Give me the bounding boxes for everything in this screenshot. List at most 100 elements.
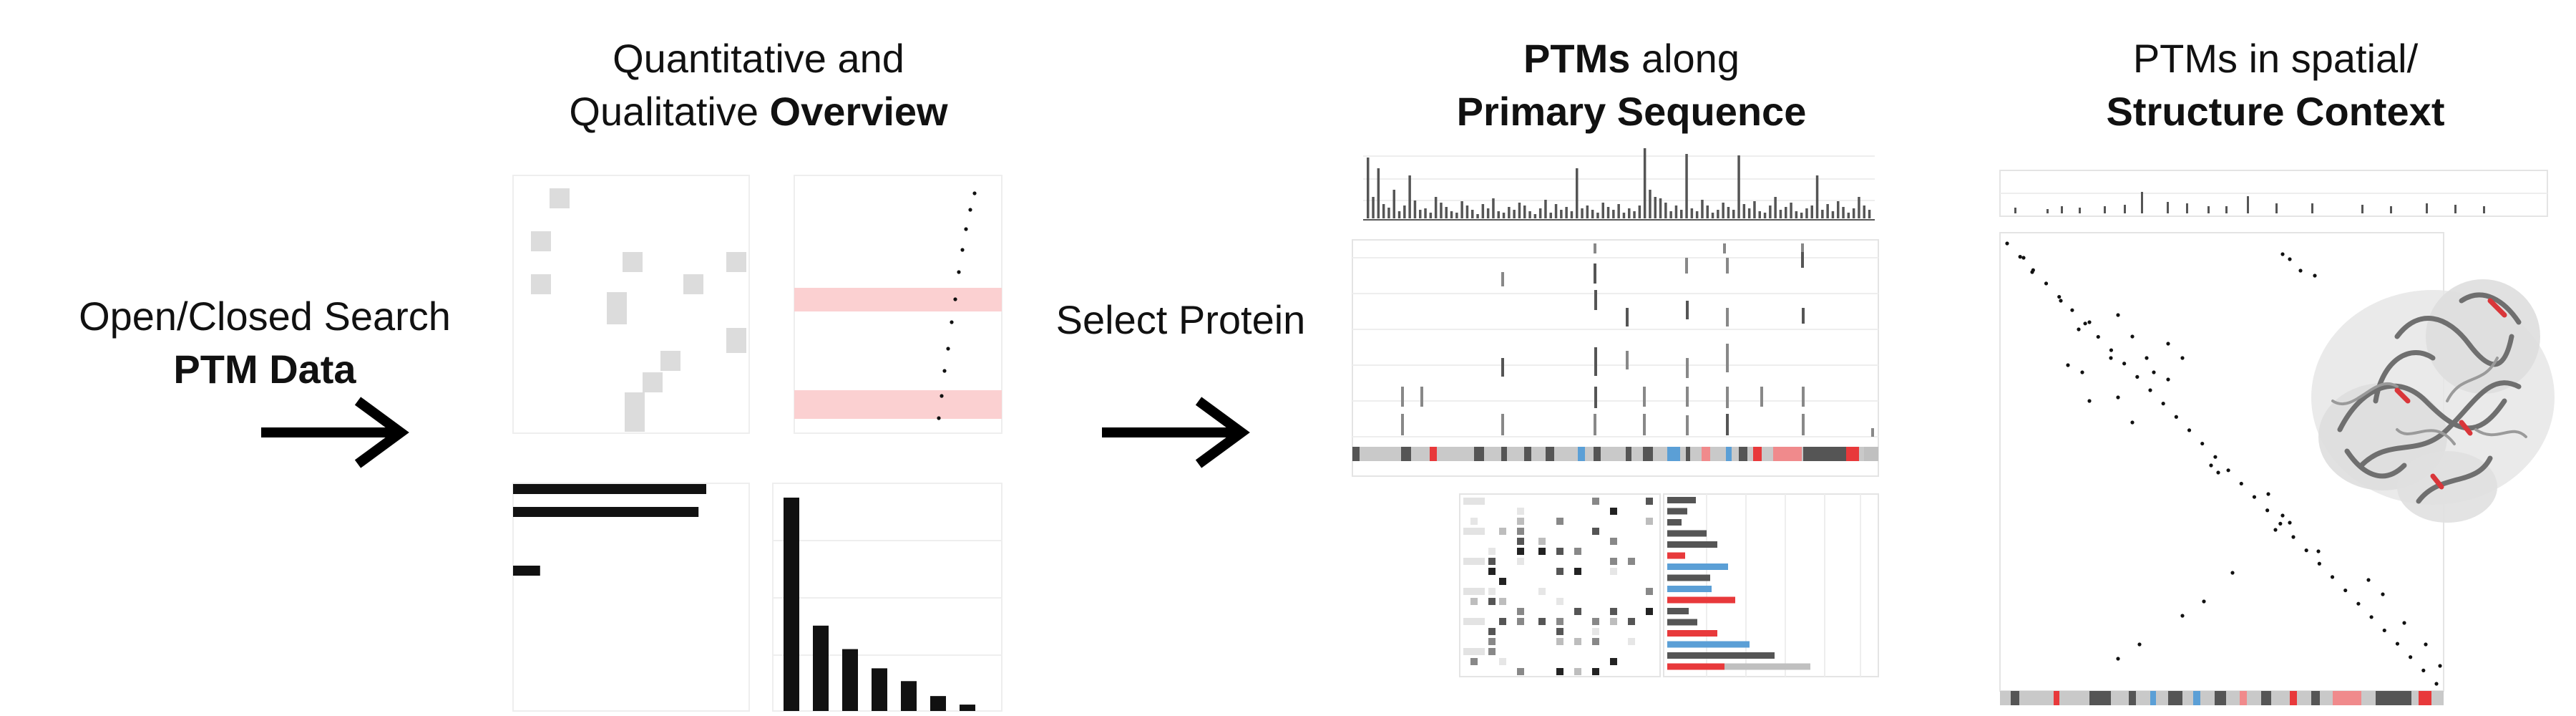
sequence-bar	[1387, 208, 1390, 218]
heatmap-cell	[531, 274, 551, 294]
contact-dot	[2200, 441, 2205, 446]
overview-stage-line1: Quantitative and	[613, 36, 904, 81]
sequence-tick	[1723, 243, 1726, 253]
sequence-colored-bars	[1663, 493, 1879, 677]
colored-bar	[1667, 630, 1717, 637]
matrix-cell	[1610, 538, 1617, 545]
sequence-bar	[1523, 205, 1526, 218]
overview-heatmap	[512, 175, 750, 434]
contact-dot	[2280, 513, 2285, 518]
contact-dot	[2226, 468, 2230, 473]
contact-dot	[2252, 495, 2257, 499]
matrix-cell	[1556, 628, 1563, 635]
sequence-stage-label: PTMs along Primary Sequence	[1360, 32, 1903, 138]
contact-dot	[2070, 308, 2074, 312]
sequence-tick	[1871, 428, 1874, 437]
matrix-cell	[1628, 618, 1635, 625]
structure-strip-segment	[2261, 691, 2271, 705]
matrix-cell	[1488, 588, 1496, 595]
matrix-cell	[1610, 558, 1617, 565]
sequence-bar	[1372, 197, 1375, 218]
contact-dot	[2366, 578, 2371, 582]
matrix-cell	[1538, 548, 1546, 555]
highlight-band	[794, 390, 1002, 419]
contact-dot	[2424, 642, 2428, 647]
contact-dot	[2021, 256, 2026, 260]
sequence-bar	[1847, 213, 1850, 218]
contact-dot	[2087, 399, 2092, 403]
matrix-cell	[1574, 668, 1581, 675]
sequence-bar	[1717, 210, 1719, 218]
matrix-cell	[1592, 528, 1599, 535]
contact-dot	[2083, 321, 2087, 326]
structure-stage-line1: PTMs in spatial/	[2132, 36, 2419, 81]
matrix-cell	[1488, 598, 1496, 605]
overview-histogram	[772, 483, 1002, 712]
sequence-bar	[1460, 201, 1463, 218]
heatmap-cell	[607, 292, 627, 324]
contact-dot	[2130, 334, 2135, 339]
sequence-bar	[1481, 204, 1485, 218]
matrix-cell	[1592, 618, 1599, 625]
matrix-cell	[1574, 638, 1581, 645]
sequence-tick	[1594, 263, 1596, 284]
contact-dot	[2216, 470, 2220, 475]
sequence-strip-segment	[1667, 447, 1680, 461]
structure-strip-segment	[2419, 691, 2431, 705]
contact-dot	[2316, 549, 2321, 553]
contact-dot	[2409, 655, 2413, 659]
sequence-tick	[1594, 347, 1597, 376]
sequence-bar	[1633, 211, 1636, 218]
sequence-stage-rest: along	[1630, 36, 1740, 81]
sequence-tick	[1401, 387, 1404, 407]
sequence-top-barchart	[1363, 148, 1875, 221]
sequence-bar	[1790, 203, 1792, 218]
sequence-tick	[1726, 387, 1729, 408]
matrix-cell	[1463, 558, 1485, 565]
colored-bar	[1667, 541, 1717, 548]
matrix-cell	[1556, 638, 1563, 645]
sequence-strip-segment	[1524, 447, 1531, 461]
sequence-bar	[1763, 213, 1767, 218]
matrix-cell	[1646, 498, 1653, 505]
sequence-bar	[1727, 207, 1730, 218]
sequence-bar	[1638, 205, 1641, 218]
sequence-bar	[1518, 203, 1521, 218]
matrix-cell	[1463, 498, 1485, 505]
structure-strip-segment	[2193, 691, 2200, 705]
input-stage-line1: Open/Closed Search	[79, 294, 451, 339]
structure-bar	[2361, 205, 2363, 213]
matrix-cell	[1517, 538, 1524, 545]
sequence-bar	[1601, 203, 1604, 218]
hbar	[513, 507, 699, 517]
matrix-cell	[1592, 638, 1599, 645]
sequence-bar	[1674, 205, 1678, 218]
sequence-bar	[1581, 208, 1584, 218]
structure-bar	[2225, 206, 2228, 213]
histogram-bar	[872, 668, 887, 711]
contact-dot	[2381, 592, 2385, 596]
matrix-cell	[1488, 638, 1496, 645]
scatter-point	[937, 416, 941, 420]
contact-dot	[2265, 508, 2270, 513]
contact-dot	[2152, 370, 2156, 374]
structure-bar	[2141, 192, 2143, 213]
sequence-bar	[1565, 207, 1568, 218]
matrix-cell	[1628, 638, 1635, 645]
scatter-point	[960, 248, 965, 252]
scatter-point	[964, 227, 968, 231]
structure-bar	[2186, 203, 2188, 213]
colored-bar	[1667, 508, 1687, 515]
contact-dot	[2434, 682, 2439, 686]
highlight-band	[794, 288, 1002, 311]
sequence-bar	[1858, 197, 1860, 218]
histogram-bar	[842, 649, 858, 711]
structure-bar	[2275, 203, 2278, 213]
contact-dot	[2313, 274, 2317, 278]
structure-strip-segment	[2376, 691, 2411, 705]
sequence-bar	[1408, 175, 1411, 218]
sequence-strip-segment	[1803, 447, 1846, 461]
sequence-bar	[1445, 207, 1448, 218]
matrix-cell	[1538, 618, 1546, 625]
